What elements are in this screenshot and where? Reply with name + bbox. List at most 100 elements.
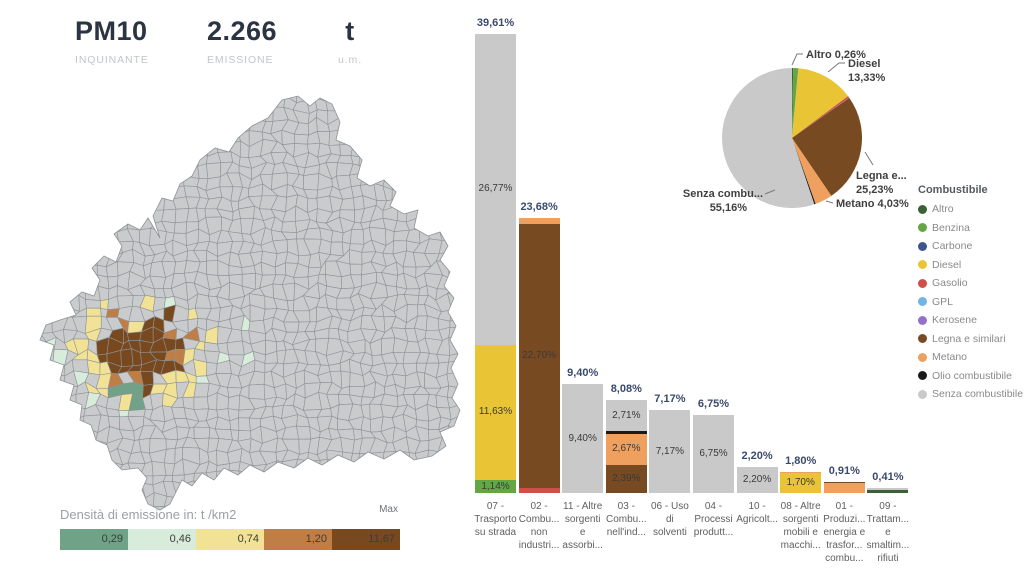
municipality-cell[interactable] — [83, 118, 101, 130]
municipality-cell[interactable] — [447, 250, 461, 265]
municipality-cell[interactable] — [150, 182, 165, 201]
municipality-cell[interactable] — [30, 383, 42, 397]
municipality-cell[interactable] — [127, 475, 142, 484]
municipality-cell[interactable] — [404, 128, 419, 147]
bar-segment[interactable]: 11,63% — [475, 344, 516, 480]
municipality-cell[interactable] — [426, 88, 443, 102]
municipality-cell[interactable] — [264, 98, 274, 113]
municipality-cell[interactable] — [393, 458, 410, 473]
municipality-cell[interactable] — [160, 98, 178, 113]
municipality-cell[interactable] — [43, 494, 56, 508]
municipality-cell[interactable] — [381, 131, 395, 146]
municipality-cell[interactable] — [52, 193, 66, 213]
municipality-cell[interactable] — [229, 111, 244, 122]
municipality-cell[interactable] — [10, 362, 22, 372]
municipality-cell[interactable] — [193, 96, 212, 108]
municipality-cell[interactable] — [65, 405, 77, 421]
municipality-cell[interactable] — [40, 306, 53, 322]
municipality-cell[interactable] — [349, 263, 363, 276]
municipality-cell[interactable] — [358, 453, 373, 464]
municipality-cell[interactable] — [392, 471, 410, 488]
municipality-cell[interactable] — [46, 195, 58, 213]
municipality-cell[interactable] — [10, 109, 21, 124]
municipality-cell[interactable] — [33, 416, 42, 431]
municipality-cell[interactable] — [109, 119, 121, 130]
municipality-cell[interactable] — [83, 450, 98, 465]
municipality-cell[interactable] — [54, 182, 66, 199]
municipality-cell[interactable] — [324, 470, 339, 485]
municipality-cell[interactable] — [358, 96, 375, 114]
municipality-cell[interactable] — [402, 184, 417, 200]
municipality-cell[interactable] — [241, 481, 254, 497]
municipality-cell[interactable] — [29, 448, 44, 464]
municipality-cell[interactable] — [414, 506, 432, 512]
bar-segment[interactable]: 6,75% — [693, 414, 734, 493]
municipality-cell[interactable] — [83, 129, 102, 147]
municipality-cell[interactable] — [42, 106, 55, 123]
municipality-cell[interactable] — [458, 327, 462, 344]
municipality-cell[interactable] — [446, 96, 461, 113]
municipality-cell[interactable] — [61, 140, 75, 158]
municipality-cell[interactable] — [19, 140, 33, 157]
municipality-cell[interactable] — [449, 139, 460, 158]
municipality-cell[interactable] — [177, 88, 186, 99]
bar-segment[interactable] — [780, 472, 822, 474]
municipality-cell[interactable] — [22, 371, 31, 385]
pie-slice[interactable] — [792, 97, 850, 138]
municipality-cell[interactable] — [193, 88, 212, 98]
municipality-cell[interactable] — [426, 99, 443, 112]
municipality-cell[interactable] — [281, 220, 298, 233]
municipality-cell[interactable] — [127, 409, 146, 418]
municipality-cell[interactable] — [87, 227, 99, 242]
municipality-cell[interactable] — [260, 491, 273, 508]
municipality-cell[interactable] — [141, 110, 157, 122]
municipality-cell[interactable] — [76, 99, 91, 112]
municipality-cell[interactable] — [93, 194, 110, 212]
municipality-cell[interactable] — [206, 118, 221, 132]
municipality-cell[interactable] — [108, 151, 123, 164]
municipality-cell[interactable] — [457, 429, 462, 444]
municipality-cell[interactable] — [107, 161, 123, 180]
municipality-cell[interactable] — [380, 471, 395, 488]
municipality-cell[interactable] — [11, 140, 24, 157]
municipality-cell[interactable] — [62, 240, 79, 257]
municipality-cell[interactable] — [436, 462, 455, 473]
municipality-cell[interactable] — [23, 164, 33, 179]
municipality-cell[interactable] — [153, 506, 168, 512]
municipality-cell[interactable] — [109, 205, 121, 223]
municipality-cell[interactable] — [98, 96, 113, 114]
municipality-cell[interactable] — [436, 484, 450, 498]
municipality-cell[interactable] — [50, 460, 65, 472]
municipality-cell[interactable] — [84, 142, 102, 157]
municipality-cell[interactable] — [18, 294, 36, 309]
municipality-cell[interactable] — [40, 188, 58, 199]
municipality-cell[interactable] — [54, 166, 69, 177]
municipality-cell[interactable] — [40, 295, 53, 312]
municipality-cell[interactable] — [402, 151, 417, 166]
municipality-cell[interactable] — [424, 187, 443, 202]
municipality-cell[interactable] — [457, 470, 462, 488]
municipality-cell[interactable] — [176, 131, 188, 144]
municipality-cell[interactable] — [349, 463, 366, 477]
municipality-cell[interactable] — [449, 503, 460, 512]
municipality-cell[interactable] — [20, 195, 33, 213]
municipality-cell[interactable] — [10, 119, 21, 135]
municipality-cell[interactable] — [139, 88, 157, 103]
municipality-cell[interactable] — [373, 105, 386, 126]
municipality-cell[interactable] — [74, 415, 85, 431]
municipality-cell[interactable] — [11, 393, 18, 410]
municipality-cell[interactable] — [457, 483, 462, 499]
municipality-cell[interactable] — [72, 474, 87, 487]
municipality-cell[interactable] — [73, 261, 89, 278]
municipality-cell[interactable] — [424, 198, 442, 210]
bar-segment[interactable] — [823, 483, 865, 493]
municipality-cell[interactable] — [118, 119, 135, 132]
municipality-cell[interactable] — [447, 152, 462, 168]
municipality-cell[interactable] — [128, 150, 142, 168]
pie-slice[interactable] — [792, 68, 799, 138]
municipality-cell[interactable] — [116, 107, 135, 124]
municipality-cell[interactable] — [96, 461, 111, 476]
municipality-cell[interactable] — [83, 186, 98, 200]
municipality-cell[interactable] — [107, 128, 120, 147]
municipality-cell[interactable] — [270, 480, 286, 497]
